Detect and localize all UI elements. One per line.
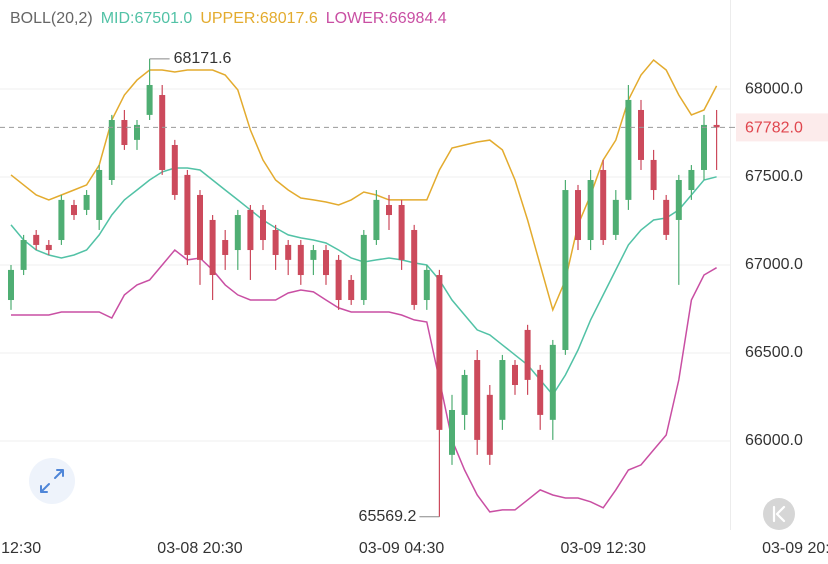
candle-body: [600, 169, 607, 241]
candle-body: [335, 259, 342, 301]
candle-body: [650, 159, 657, 191]
plot-area: [0, 58, 730, 517]
candle-body: [411, 229, 418, 305]
candle-body: [96, 169, 103, 220]
candle-body: [272, 229, 279, 255]
candle-body: [549, 344, 556, 420]
candle-body: [171, 144, 178, 195]
x-tick-label: 03-09 12:30: [560, 540, 646, 557]
candle-body: [8, 269, 14, 301]
candle-body: [512, 364, 518, 386]
scroll-latest-button[interactable]: [763, 498, 795, 530]
band-line: [11, 248, 717, 513]
candle-body: [297, 244, 304, 276]
candle-body: [310, 250, 317, 260]
candle-body: [612, 199, 619, 235]
candle-body: [575, 190, 581, 241]
candle-body: [386, 204, 392, 216]
candle-body: [562, 190, 569, 350]
x-tick-label: 03-09 04:30: [359, 540, 445, 557]
grid: [0, 88, 730, 442]
candle-body: [486, 394, 493, 455]
min-marker-label: 65569.2: [359, 508, 417, 525]
candle-body: [675, 180, 682, 220]
price-label-box: [736, 113, 828, 142]
candle-body: [348, 279, 355, 301]
expand-button[interactable]: [29, 458, 75, 504]
candle-body: [247, 209, 254, 251]
candle-body: [587, 180, 594, 241]
candle-body: [108, 120, 115, 181]
y-tick-label: 68000.0: [745, 80, 803, 97]
price-label: 67782.0: [745, 120, 803, 137]
candle-body: [524, 329, 531, 380]
candle-body: [499, 360, 506, 420]
candle-body: [209, 219, 216, 276]
candle-body: [234, 215, 241, 251]
legend-entry: LOWER:66984.4: [326, 10, 447, 27]
candle-body: [638, 109, 644, 160]
legend-indicator: BOLL(20,2): [10, 10, 93, 27]
candle-body: [423, 269, 430, 301]
candle-body: [45, 244, 52, 251]
candle-body: [184, 174, 191, 255]
legend-entry: MID:67501.0: [101, 10, 193, 27]
y-tick-label: 67500.0: [745, 168, 803, 185]
candle-body: [537, 369, 544, 415]
candle-body: [134, 124, 140, 140]
band-line: [10, 58, 718, 313]
candle-body: [146, 84, 153, 115]
candle-body: [33, 234, 40, 245]
y-tick-label: 67000.0: [745, 256, 803, 273]
candle-body: [323, 250, 329, 276]
candle-body: [625, 99, 632, 200]
candle-body: [83, 194, 90, 210]
candle-body: [222, 240, 229, 255]
candle-body: [688, 169, 695, 191]
y-tick-label: 66500.0: [745, 344, 803, 361]
legend: BOLL(20,2) MID:67501.0 UPPER:68017.6 LOWER:…: [10, 10, 447, 27]
candle-body: [360, 234, 367, 301]
candle-body: [71, 204, 77, 216]
legend-entry: UPPER:68017.6: [200, 10, 318, 27]
candle-body: [436, 275, 443, 430]
candle-body: [121, 120, 128, 145]
candle-body: [398, 204, 405, 260]
candle-body: [373, 199, 380, 241]
candle-body: [474, 360, 481, 440]
candle-body: [58, 199, 65, 241]
candle-body: [285, 244, 292, 260]
candle-body: [461, 374, 468, 415]
y-tick-label: 66000.0: [745, 432, 803, 449]
x-tick-label: 03-08 20:30: [157, 540, 243, 557]
candle-body: [701, 124, 707, 170]
candle-body: [159, 95, 166, 170]
x-tick-label: 03-08 12:30: [0, 540, 41, 557]
candle-body: [260, 209, 266, 241]
candle-body: [663, 199, 670, 235]
candle-body: [20, 240, 27, 270]
max-marker-label: 68171.6: [174, 50, 232, 67]
axes: 68000.0 67500.0 67000.0 66500.0 66000.0 03-08…: [0, 50, 828, 557]
candle-body: [713, 124, 720, 128]
candle-body: [197, 194, 203, 260]
candle-body: [449, 409, 455, 455]
x-tick-label: 03-09 20:30: [762, 540, 828, 557]
